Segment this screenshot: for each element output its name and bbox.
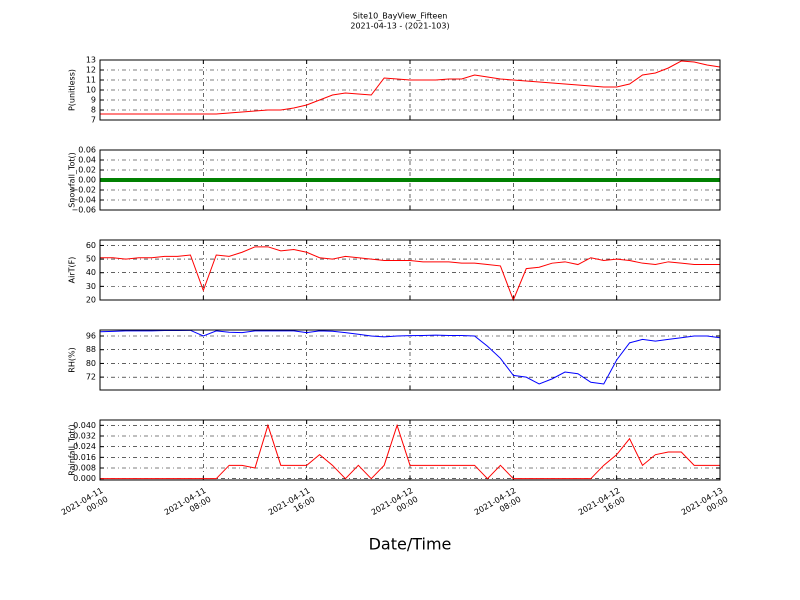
data-line	[100, 60, 721, 115]
y-tick-label: 11	[86, 76, 96, 85]
y-tick-label: 0.024	[73, 442, 96, 451]
y-tick-label: 0.016	[73, 453, 96, 462]
y-tick-label: 96	[86, 332, 96, 341]
plot-frame	[99, 149, 721, 211]
y-tick-label: 0.040	[73, 421, 96, 430]
y-tick-label: 0.000	[73, 474, 96, 483]
y-tick-label: 7	[91, 116, 96, 125]
plot-frame	[99, 239, 721, 301]
y-tick-label: 0.00	[78, 176, 96, 185]
y-tick-label: 0.04	[78, 156, 96, 165]
y-tick-label: 30	[86, 282, 96, 291]
chart-subtitle: 2021-04-13 - (2021-103)	[350, 22, 449, 31]
y-tick-label: 72	[86, 373, 96, 382]
y-tick-label: 0.032	[73, 432, 96, 441]
y-tick-label: 13	[86, 56, 96, 65]
chart-title: Site10_BayView_Fifteen	[353, 12, 448, 21]
y-axis-label: Snowfall_Tot()	[68, 152, 77, 208]
plot-frame	[99, 419, 721, 481]
y-tick-label: −0.06	[71, 206, 96, 215]
y-tick-label: 88	[86, 345, 96, 354]
data-line	[100, 246, 720, 302]
y-tick-label: 50	[86, 255, 96, 264]
y-tick-label: 8	[91, 106, 96, 115]
y-tick-label: 10	[86, 86, 96, 95]
y-tick-label: −0.02	[71, 186, 96, 195]
y-tick-label: 60	[86, 241, 96, 250]
y-tick-label: 20	[86, 296, 96, 305]
y-tick-label: 12	[86, 66, 96, 75]
y-axis-label: Rainfall_Tot()	[68, 424, 77, 476]
data-line	[99, 329, 721, 385]
y-axis-label: P(unitless)	[68, 69, 77, 111]
y-tick-label: 40	[86, 268, 96, 277]
y-tick-label: 80	[86, 359, 96, 368]
data-line	[100, 423, 720, 480]
y-tick-label: 0.06	[78, 146, 96, 155]
y-tick-label: 0.02	[78, 166, 96, 175]
y-tick-label: −0.04	[71, 196, 96, 205]
x-axis-label: Date/Time	[369, 535, 452, 554]
plot-frame	[99, 329, 721, 391]
y-tick-label: 9	[91, 96, 96, 105]
y-axis-label: RH(%)	[68, 347, 77, 372]
y-tick-label: 0.008	[73, 464, 96, 473]
plot-frame	[99, 59, 721, 121]
y-axis-label: AirT(F)	[68, 257, 77, 284]
